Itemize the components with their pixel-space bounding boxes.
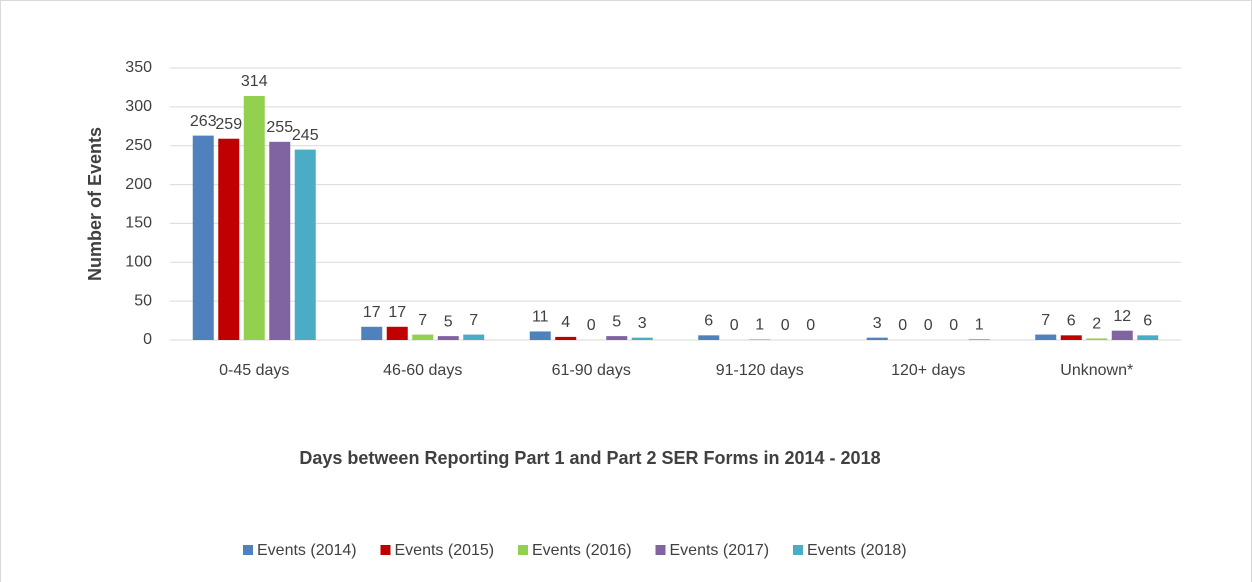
data-label: 7: [469, 312, 478, 329]
x-tick-label: 46-60 days: [383, 362, 462, 379]
x-tick-label: 120+ days: [891, 362, 965, 379]
data-label: 1: [975, 316, 984, 333]
y-tick-label: 350: [125, 59, 152, 76]
legend-label: Events (2016): [532, 542, 632, 559]
bar: [631, 337, 653, 340]
bar: [412, 334, 434, 340]
bar: [749, 339, 771, 340]
y-tick-label: 0: [143, 331, 152, 348]
y-tick-label: 100: [125, 254, 152, 271]
bar: [218, 138, 240, 340]
bar: [606, 336, 628, 340]
bar: [1060, 335, 1082, 340]
data-label: 12: [1113, 308, 1131, 325]
legend-label: Events (2015): [395, 542, 495, 559]
legend-swatch: [655, 545, 666, 555]
data-label: 3: [638, 315, 647, 332]
bar: [463, 334, 485, 340]
bar: [294, 149, 316, 340]
legend-swatch: [518, 545, 528, 555]
bar: [269, 141, 291, 340]
x-tick-label: 91-120 days: [716, 362, 804, 379]
bar: [968, 339, 990, 340]
data-label: 0: [587, 317, 596, 334]
data-label: 6: [704, 313, 713, 330]
data-label: 0: [730, 317, 739, 334]
bar: [437, 336, 459, 340]
bar: [361, 326, 383, 340]
bar: [555, 336, 577, 340]
data-label: 2: [1092, 316, 1101, 333]
bar: [1035, 334, 1057, 340]
bar: [698, 335, 720, 340]
y-tick-label: 150: [125, 215, 152, 232]
x-tick-label: 61-90 days: [552, 362, 631, 379]
legend-label: Events (2017): [670, 542, 770, 559]
data-label: 4: [561, 314, 570, 331]
bar: [1137, 335, 1159, 340]
y-tick-label: 200: [125, 176, 152, 193]
bar: [386, 326, 408, 340]
legend-label: Events (2018): [807, 542, 907, 559]
data-label: 5: [444, 313, 453, 330]
data-label: 259: [215, 116, 242, 133]
legend-swatch: [380, 545, 391, 555]
bar: [866, 337, 888, 340]
data-label: 0: [924, 317, 933, 334]
data-label: 0: [949, 317, 958, 334]
data-label: 245: [292, 127, 319, 144]
data-label: 314: [241, 73, 268, 90]
x-tick-label: Unknown*: [1060, 362, 1133, 379]
bar: [192, 135, 214, 340]
data-label: 7: [1041, 312, 1050, 329]
y-tick-label: 50: [134, 292, 152, 309]
y-tick-label: 300: [125, 98, 152, 115]
data-label: 263: [190, 113, 217, 130]
data-label: 6: [1143, 313, 1152, 330]
legend-swatch: [243, 545, 253, 555]
data-label: 1: [755, 316, 764, 333]
data-label: 6: [1067, 313, 1076, 330]
y-axis-title: Number of Events: [85, 127, 105, 281]
bar: [1111, 330, 1133, 340]
data-label: 11: [532, 309, 549, 326]
data-label: 0: [781, 317, 790, 334]
bar: [1086, 338, 1108, 340]
x-tick-label: 0-45 days: [219, 362, 289, 379]
bar: [243, 95, 265, 340]
y-tick-label: 250: [125, 137, 152, 154]
data-label: 17: [388, 304, 406, 321]
legend-swatch: [793, 545, 803, 555]
data-label: 5: [612, 313, 621, 330]
bar: [529, 331, 551, 340]
legend-label: Events (2014): [257, 542, 357, 559]
data-label: 255: [266, 119, 293, 136]
data-label: 17: [363, 304, 381, 321]
data-label: 0: [898, 317, 907, 334]
data-label: 7: [418, 312, 427, 329]
x-axis-title: Days between Reporting Part 1 and Part 2…: [299, 448, 880, 468]
data-label: 3: [873, 315, 882, 332]
data-label: 0: [806, 317, 815, 334]
